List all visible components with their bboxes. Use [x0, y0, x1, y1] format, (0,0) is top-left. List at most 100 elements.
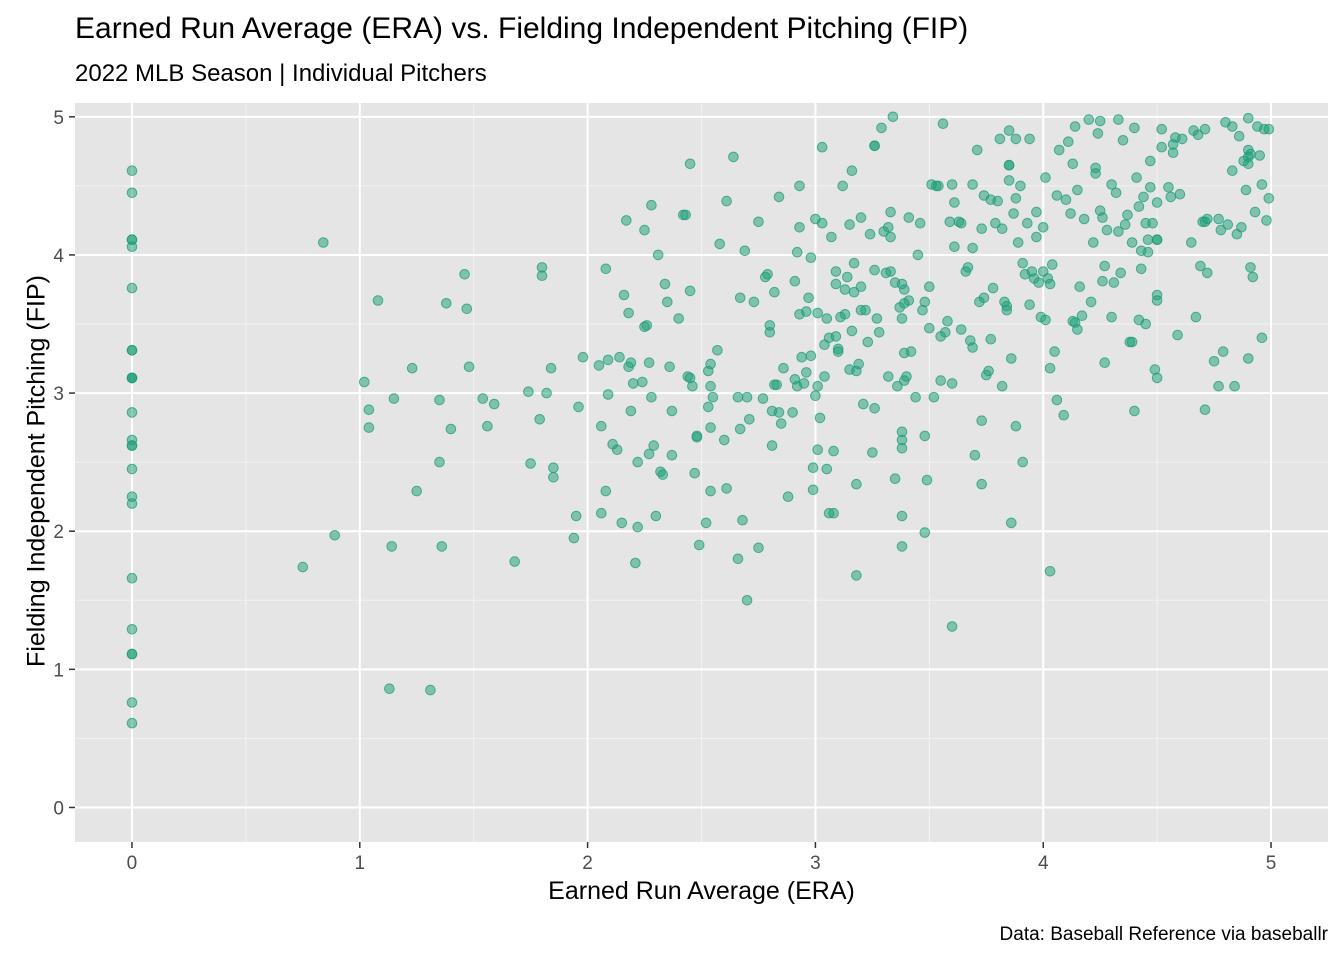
data-point [545, 362, 557, 374]
data-point [714, 238, 726, 250]
data-point [627, 378, 639, 389]
data-point [1085, 296, 1097, 308]
data-point [666, 405, 678, 417]
data-point [406, 362, 418, 374]
data-point [949, 241, 960, 252]
data-point [1243, 353, 1254, 364]
data-point [978, 292, 990, 304]
data-point [625, 357, 637, 369]
y-tick-label: 4 [53, 246, 64, 267]
chart-title: Earned Run Average (ERA) vs. Fielding In… [75, 12, 969, 45]
data-point [705, 485, 716, 497]
data-point [757, 393, 769, 404]
data-point [1101, 224, 1113, 236]
data-point [782, 491, 794, 503]
data-point [436, 541, 448, 552]
data-point [935, 375, 947, 386]
data-point [976, 223, 988, 234]
data-point [1129, 405, 1140, 417]
data-point [643, 448, 655, 460]
data-point [816, 141, 828, 153]
data-point [600, 263, 612, 275]
data-point [1245, 148, 1256, 160]
data-point [794, 222, 805, 233]
data-point [1208, 356, 1220, 367]
data-point [955, 217, 967, 229]
data-point [816, 217, 828, 229]
data-point [568, 532, 580, 544]
data-point [541, 387, 552, 399]
data-point [1199, 123, 1211, 135]
data-point [1037, 222, 1049, 233]
data-point [896, 541, 908, 552]
data-point [721, 195, 732, 207]
data-point [901, 371, 912, 382]
data-point [762, 269, 773, 280]
data-point [864, 228, 876, 240]
data-point [525, 458, 536, 469]
data-point [1006, 353, 1017, 364]
data-point [889, 473, 901, 485]
data-point [625, 405, 637, 417]
data-point [1010, 420, 1022, 432]
data-point [1222, 219, 1234, 230]
data-point [372, 295, 384, 306]
data-point [899, 284, 910, 295]
y-tick-label: 2 [53, 522, 64, 543]
data-point [1060, 194, 1072, 205]
data-point [126, 440, 138, 451]
data-point [1142, 234, 1154, 245]
data-point [1067, 158, 1079, 170]
data-point [126, 648, 138, 660]
data-point [748, 296, 760, 308]
data-point [937, 118, 949, 129]
data-point [632, 521, 644, 533]
data-point [985, 333, 997, 345]
data-point [924, 322, 935, 334]
data-point [1151, 234, 1163, 245]
data-point [570, 510, 582, 522]
axis-ticks: 0 1 2 3 4 5 0 1 2 3 4 5 [53, 108, 1276, 874]
data-point [896, 510, 908, 522]
data-point [949, 197, 960, 208]
data-point [946, 621, 958, 632]
data-point [741, 595, 753, 606]
data-point [1069, 121, 1081, 132]
data-point [764, 327, 776, 338]
data-point [1122, 209, 1133, 221]
data-point [434, 394, 445, 406]
data-point [944, 216, 956, 228]
data-point [728, 151, 739, 163]
data-point [885, 231, 896, 243]
data-point [623, 307, 634, 319]
data-point [1012, 237, 1024, 248]
data-point [839, 309, 851, 320]
data-point [976, 478, 988, 490]
data-point [919, 430, 931, 442]
data-point [1131, 172, 1142, 183]
data-point [801, 306, 812, 317]
data-point [509, 556, 521, 567]
data-point [1163, 182, 1174, 193]
data-point [940, 327, 951, 338]
data-point [411, 485, 423, 497]
data-point [812, 444, 824, 456]
data-point [1017, 456, 1029, 468]
data-point [903, 295, 915, 306]
data-point [1072, 324, 1083, 335]
data-point [1165, 191, 1177, 203]
data-point [463, 361, 475, 373]
data-point [1227, 165, 1238, 176]
data-point [924, 281, 935, 293]
data-point [1097, 275, 1108, 287]
data-point [734, 292, 746, 304]
data-point [842, 271, 853, 283]
data-point [1233, 130, 1245, 142]
data-point [126, 165, 138, 176]
data-point [1076, 310, 1088, 322]
data-point [885, 266, 896, 277]
data-point [869, 403, 880, 414]
data-point [789, 275, 801, 287]
data-point [689, 467, 701, 479]
data-point [1099, 357, 1110, 369]
